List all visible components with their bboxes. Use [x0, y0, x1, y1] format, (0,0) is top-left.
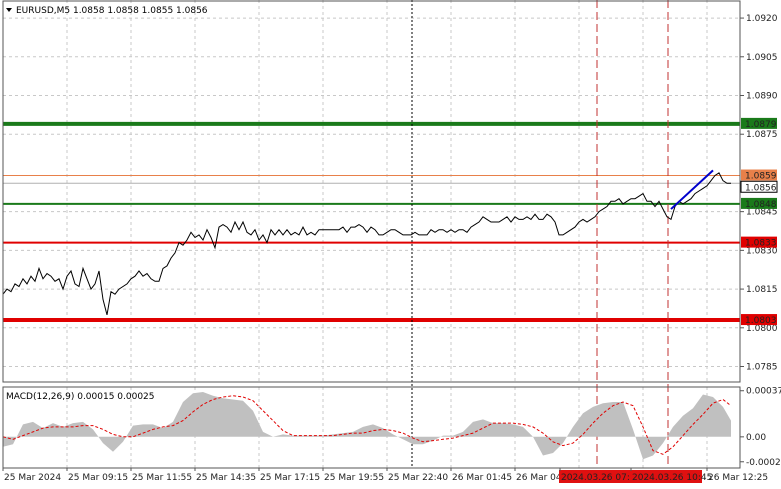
price-axis-label: 1.0890: [746, 92, 778, 102]
price-axis-label: 1.0800: [746, 324, 778, 334]
time-axis-label: 25 Mar 19:55: [324, 473, 384, 483]
time-axis-label: 26 Mar 01:45: [452, 473, 512, 483]
time-label-highlight: [559, 470, 631, 483]
level-price-badge: [741, 314, 777, 326]
price-axis-label: 1.0830: [746, 246, 778, 256]
time-axis-label: 25 Mar 17:15: [260, 473, 320, 483]
macd-axis-label: 0.00: [746, 433, 766, 443]
macd-label: MACD(12,26,9) 0.00015 0.00025: [6, 392, 155, 402]
macd-axis-label: 0.00037: [746, 387, 781, 397]
level-lines: [3, 121, 740, 323]
chart-frame: [2, 0, 741, 469]
level-price-label: 1.0848: [745, 200, 777, 210]
time-axis-label: 25 Mar 09:15: [68, 473, 128, 483]
level-price-label: 1.0803: [745, 316, 777, 326]
price-axis-label: 1.0875: [746, 130, 778, 140]
time-axis-label: 25 Mar 22:40: [388, 473, 448, 483]
time-axis-label: 26 Mar 12:25: [708, 473, 768, 483]
time-label-highlight: [630, 470, 702, 483]
chart-title: EURUSD,M5 1.0858 1.0858 1.0855 1.0856: [16, 6, 208, 16]
time-axis-label: 2024.03.26 10:45: [632, 473, 712, 483]
level-price-badge: [741, 169, 777, 181]
time-axis-label: 25 Mar 11:55: [132, 473, 192, 483]
time-axis-label: 26 Mar 04:: [516, 473, 565, 483]
price-axis-label: 1.0785: [746, 363, 778, 373]
current-price-label: 1.0856: [745, 183, 777, 193]
level-price-badge: [741, 117, 777, 129]
macd-signal-line: [2, 395, 732, 455]
level-price-label: 1.0833: [745, 239, 777, 249]
price-axis-label: 1.0905: [746, 53, 778, 63]
current-price-badge: [740, 180, 778, 193]
price-line: [2, 172, 731, 316]
chart-header: EURUSD,M5 1.0858 1.0858 1.0855 1.0856: [6, 6, 208, 16]
vertical-markers: [411, 0, 669, 468]
price-axis: 1.09201.09051.08901.08751.08451.08301.08…: [740, 14, 781, 468]
level-price-label: 1.0859: [745, 172, 777, 182]
macd-axis-label: -0.0002: [746, 458, 781, 468]
time-axis-label: 2024.03.26 07:5: [561, 473, 636, 483]
macd-histogram: [3, 392, 731, 460]
macd-panel-frame: [2, 386, 741, 469]
level-price-label: 1.0879: [745, 120, 777, 130]
dropdown-triangle-icon[interactable]: [6, 8, 12, 12]
price-axis-label: 1.0845: [746, 208, 778, 218]
time-axis: 25 Mar 2024 25 Mar 09:15 25 Mar 11:55 25 Ma…: [2, 468, 768, 483]
time-axis-label: 25 Mar 2024: [4, 473, 61, 483]
level-price-badge: [741, 197, 777, 209]
trend-line: [670, 169, 714, 210]
level-price-badge: [741, 236, 777, 248]
time-axis-label: 25 Mar 14:35: [196, 473, 256, 483]
macd-panel: [2, 392, 732, 460]
price-axis-label: 1.0920: [746, 14, 778, 24]
price-panel-frame: [2, 0, 741, 383]
price-line-layer: [2, 169, 731, 316]
price-axis-label: 1.0815: [746, 285, 778, 295]
